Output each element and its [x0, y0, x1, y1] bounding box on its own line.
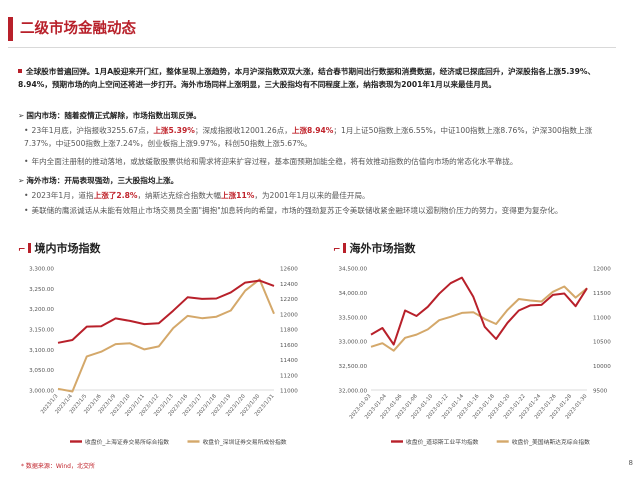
legend-label: 收盘价_上海证券交易所综合指数 — [85, 438, 169, 446]
domestic-heading: ➢ 国内市场：随着疫情正式解除，市场指数出现反弹。 — [18, 110, 618, 123]
y-right-tick-label: 11000 — [593, 315, 611, 321]
legend-label: 收盘价_深圳证券交易所成份指数 — [203, 438, 287, 446]
overseas-b1-highlight-1: 上涨了2.8% — [93, 191, 138, 200]
overseas-bullet-2: • 美联储的鹰派诚话从未能有效阻止市场交易员全面"拥抱"加息转向的希望，市场的强劲… — [24, 205, 618, 218]
overseas-b1-text-c: ，为2001年1月以来的最佳开局。 — [254, 191, 370, 200]
overseas-heading-text: 海外市场：开局表现强劲，三大股指均上涨。 — [26, 176, 179, 185]
y-right-tick-label: 9500 — [593, 389, 608, 395]
overseas-index-chart: 32,000.00 32,500.00 33,000.00 33,500.00 34,0… — [339, 267, 612, 447]
chart-title-overseas-text: 海外市场指数 — [349, 242, 416, 255]
arrow-bullet-icon: ➢ — [18, 111, 25, 120]
series-line-secondary — [370, 285, 588, 352]
overseas-b1-text-b: ，纳斯达克综合指数大幅 — [137, 191, 221, 200]
y-left-tick-label: 3,100.00 — [29, 348, 54, 354]
y-right-tick-label: 11600 — [280, 343, 298, 349]
y-left-tick-label: 33,000.00 — [339, 340, 368, 346]
dot-bullet-icon: • — [24, 157, 29, 166]
y-left-tick-label: 32,500.00 — [339, 364, 368, 370]
domestic-heading-text: 国内市场：随着疫情正式解除，市场指数出现反弹。 — [26, 111, 202, 120]
title-bar-icon — [342, 243, 346, 253]
y-left-tick-label: 32,000.00 — [339, 389, 368, 395]
domestic-b1-text-c: ；1月上证50指数上涨6.55%，中证100指数上涨8.76%，沪深300指数上… — [24, 126, 593, 148]
y-right-tick-label: 12200 — [280, 297, 298, 303]
title-bar-icon — [27, 243, 31, 253]
summary-text: 全球股市普遍回弹。1月A股迎来开门红，整体呈现上涨趋势，本月沪深指数双双大涨，结… — [18, 67, 596, 89]
y-left-tick-label: 34,000.00 — [339, 291, 368, 297]
y-left-tick-label: 3,200.00 — [29, 307, 54, 313]
y-right-tick-label: 11400 — [280, 358, 298, 364]
chart-title-domestic: ⌐ 境内市场指数 — [18, 240, 101, 256]
y-left-tick-label: 3,000.00 — [29, 389, 54, 395]
y-left-tick-label: 33,500.00 — [339, 315, 368, 321]
series-line-primary — [57, 279, 275, 344]
title-accent-bar — [8, 17, 13, 41]
corner-mark-icon: ⌐ — [333, 245, 341, 255]
overseas-b1-text-a: 2023年1月，道指 — [31, 191, 94, 200]
series-line-primary — [370, 276, 588, 346]
page-number: 8 — [628, 459, 633, 467]
domestic-b1-highlight-2: 上涨8.94% — [291, 126, 334, 135]
y-right-tick-label: 11800 — [280, 328, 298, 334]
domestic-b2-text: 年内全面注册制的推动落地，或放缓散股票供给和需求将迎来扩容过程，基本面预期加能全… — [31, 157, 518, 166]
y-right-tick-label: 12600 — [280, 267, 298, 273]
overseas-heading: ➢ 海外市场：开局表现强劲，三大股指均上涨。 — [18, 175, 618, 188]
overseas-bullet-1: • 2023年1月，道指上涨了2.8%，纳斯达克综合指数大幅上涨11%，为2001… — [24, 190, 618, 203]
series-line-secondary — [57, 278, 275, 393]
overseas-b1-highlight-2: 上涨11% — [221, 191, 255, 200]
domestic-index-chart: 3,000.00 3,050.00 3,100.00 3,150.00 3,200.00… — [29, 267, 298, 447]
dot-bullet-icon: • — [24, 206, 29, 215]
y-right-tick-label: 12000 — [280, 312, 298, 318]
title-divider — [8, 47, 616, 48]
overseas-b2-text: 美联储的鹰派诚话从未能有效阻止市场交易员全面"拥抱"加息转向的希望，市场的强劲复… — [31, 206, 563, 215]
y-right-tick-label: 12400 — [280, 282, 298, 288]
y-right-tick-label: 11500 — [593, 291, 611, 297]
y-right-tick-label: 12000 — [593, 267, 611, 273]
y-left-tick-label: 3,050.00 — [29, 368, 54, 374]
legend-label: 收盘价_道琼斯工业平均指数 — [406, 438, 479, 446]
chart-title-domestic-text: 境内市场指数 — [34, 242, 101, 255]
y-left-tick-label: 3,150.00 — [29, 328, 54, 334]
y-right-tick-label: 10500 — [593, 340, 611, 346]
square-bullet-icon — [18, 69, 22, 73]
corner-mark-icon: ⌐ — [18, 245, 26, 255]
legend-label: 收盘价_美国纳斯达克综合指数 — [512, 438, 590, 446]
domestic-bullet-2: • 年内全面注册制的推动落地，或放缓散股票供给和需求将迎来扩容过程，基本面预期加能… — [24, 156, 618, 169]
data-source-note: * 数据来源：Wind，北交所 — [21, 463, 95, 470]
domestic-b1-highlight-1: 上涨5.39% — [153, 126, 195, 135]
arrow-bullet-icon: ➢ — [18, 176, 25, 185]
summary-paragraph: 全球股市普遍回弹。1月A股迎来开门红，整体呈现上涨趋势，本月沪深指数双双大涨，结… — [18, 66, 618, 91]
page-title: 二级市场金融动态 — [20, 21, 136, 37]
y-right-tick-label: 11200 — [280, 373, 298, 379]
dot-bullet-icon: • — [24, 191, 29, 200]
chart-title-overseas: ⌐ 海外市场指数 — [333, 240, 416, 256]
y-left-tick-label: 3,250.00 — [29, 287, 54, 293]
domestic-b1-text-b: ；深成指报收12001.26点， — [194, 126, 292, 135]
domestic-b1-text-a: 23年1月底，沪指报收3255.67点， — [31, 126, 154, 135]
domestic-bullet-1: • 23年1月底，沪指报收3255.67点，上涨5.39%；深成指报收12001.… — [24, 125, 618, 150]
y-right-tick-label: 10000 — [593, 364, 611, 370]
y-left-tick-label: 3,300.00 — [29, 267, 54, 273]
dot-bullet-icon: • — [24, 126, 29, 135]
y-right-tick-label: 11000 — [280, 389, 298, 395]
y-left-tick-label: 34,500.00 — [339, 267, 368, 273]
